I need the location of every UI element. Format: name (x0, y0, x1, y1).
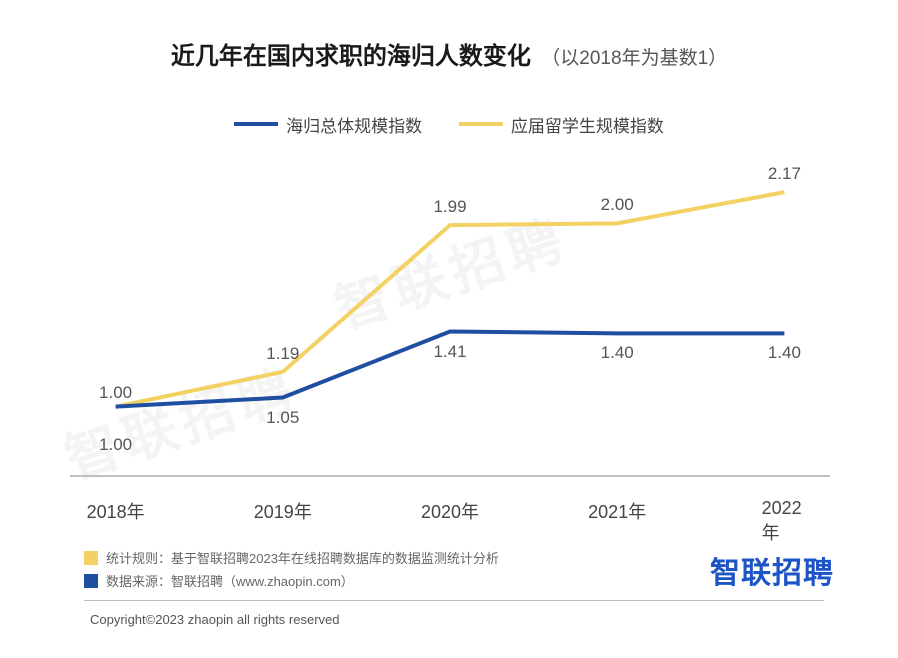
value-label: 1.00 (99, 435, 132, 455)
legend: 海归总体规模指数 应届留学生规模指数 (0, 111, 898, 137)
legend-swatch-1 (234, 122, 278, 126)
footer-divider (84, 600, 824, 601)
brand-logo-text: 智联招聘 (710, 548, 834, 592)
source-swatch (84, 574, 98, 588)
source-label: 数据来源： (106, 571, 171, 590)
chart-plot-area: 智联招聘 智联招聘 1.001.051.411.401.401.001.191.… (70, 150, 830, 480)
x-axis-label: 2020年 (421, 498, 479, 524)
legend-item-series2: 应届留学生规模指数 (459, 112, 664, 137)
value-label: 1.00 (99, 383, 132, 403)
x-axis-label: 2021年 (588, 498, 646, 524)
legend-label-1: 海归总体规模指数 (286, 112, 422, 137)
chart-title: 近几年在国内求职的海归人数变化 （以2018年为基数1） (0, 0, 898, 71)
value-label: 1.05 (266, 408, 299, 428)
x-axis-label: 2018年 (87, 498, 145, 524)
title-main: 近几年在国内求职的海归人数变化 (171, 43, 531, 70)
legend-label-2: 应届留学生规模指数 (511, 112, 664, 137)
value-label: 2.00 (601, 195, 634, 215)
copyright: Copyright©2023 zhaopin all rights reserv… (90, 612, 340, 627)
value-label: 1.41 (433, 342, 466, 362)
x-axis-label: 2019年 (254, 498, 312, 524)
legend-swatch-2 (459, 122, 503, 126)
rule-label: 统计规则： (106, 548, 171, 567)
x-axis-labels: 2018年2019年2020年2021年2022年 (70, 498, 830, 528)
line-series2 (116, 192, 785, 406)
legend-item-series1: 海归总体规模指数 (234, 112, 422, 137)
value-label: 1.99 (433, 197, 466, 217)
title-sub: （以2018年为基数1） (541, 48, 727, 69)
rule-swatch (84, 551, 98, 565)
rule-text: 基于智联招聘2023年在线招聘数据库的数据监测统计分析 (171, 548, 499, 567)
source-text: 智联招聘（www.zhaopin.com） (171, 571, 354, 590)
x-axis-label: 2022年 (762, 498, 808, 545)
value-label: 2.17 (768, 164, 801, 184)
value-label: 1.40 (768, 343, 801, 363)
value-label: 1.19 (266, 344, 299, 364)
value-label: 1.40 (601, 343, 634, 363)
